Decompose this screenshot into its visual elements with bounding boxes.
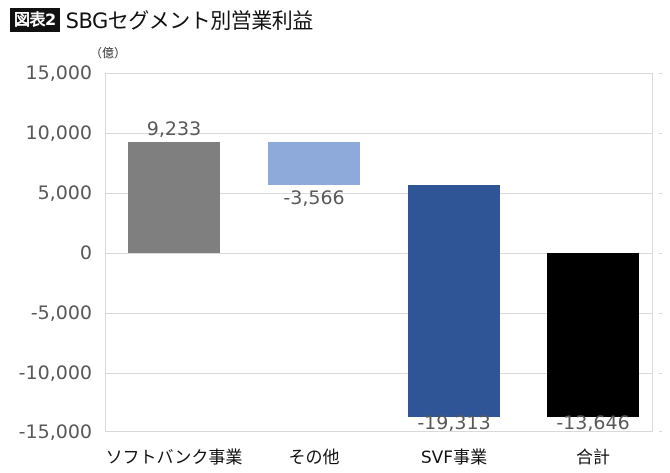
gridline — [106, 133, 652, 134]
x-label-softbank: ソフトバンク事業 — [105, 448, 243, 468]
value-label-total: -13,646 — [556, 412, 630, 434]
gridline — [106, 193, 652, 194]
right-tick — [659, 193, 662, 194]
gridline — [106, 373, 652, 374]
value-label-svf: -19,313 — [417, 412, 491, 434]
value-label-softbank: 9,233 — [146, 118, 202, 140]
value-label-other: -3,566 — [283, 187, 345, 209]
chart-title: SBGセグメント別営業利益 — [65, 9, 314, 33]
y-tick-neg15000: -15,000 — [18, 421, 92, 443]
x-label-svf: SVF事業 — [420, 448, 488, 468]
gridline — [106, 313, 652, 314]
right-tick — [659, 133, 662, 134]
y-tick-0: 0 — [79, 242, 92, 264]
y-tick-neg5000: -5,000 — [30, 302, 92, 324]
y-tick-15000: 15,000 — [25, 62, 92, 84]
y-tick-neg10000: -10,000 — [18, 362, 92, 384]
right-tick — [659, 373, 662, 374]
bar-total — [547, 253, 639, 417]
y-tick-5000: 5,000 — [37, 182, 92, 204]
bar-softbank — [128, 142, 220, 253]
bar-svf — [408, 185, 500, 417]
plot-area — [105, 73, 653, 432]
right-tick — [659, 313, 662, 314]
chart-header: 図表2 SBGセグメント別営業利益 — [10, 6, 313, 34]
bar-other — [268, 142, 360, 185]
x-label-total: 合計 — [576, 448, 610, 468]
x-label-other: その他 — [288, 448, 340, 468]
y-tick-10000: 10,000 — [25, 122, 92, 144]
gridline-zero — [106, 253, 652, 254]
right-tick — [659, 431, 662, 432]
figure-badge: 図表2 — [10, 8, 60, 32]
right-tick — [659, 253, 662, 254]
right-tick — [659, 73, 662, 74]
unit-label: （億） — [90, 46, 127, 60]
